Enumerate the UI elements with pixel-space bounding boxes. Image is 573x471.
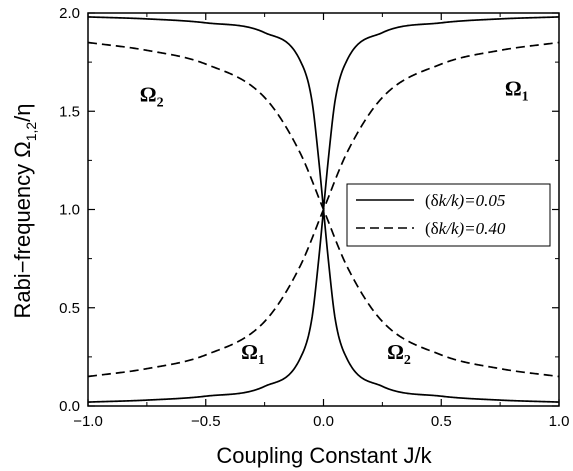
legend: (δk/k)=0.05 (δk/k)=0.40	[346, 183, 551, 247]
omega-annotation: Ω1	[505, 77, 529, 105]
annotation-layer: Ω2 Ω1 Ω1 Ω2	[140, 77, 529, 368]
y-axis-label: Rabi−frequency Ω1,2/η	[10, 103, 39, 318]
legend-box	[346, 183, 551, 247]
omega-annotation: Ω1	[241, 340, 265, 368]
y-tick-label: 0.0	[59, 398, 80, 415]
series-layer	[87, 16, 560, 403]
ticks-layer: −1.0 −0.5 0.0 0.5 1.0 0.0 0.5 1.0 1.5 2.0	[59, 5, 569, 430]
x-tick-label: −0.5	[191, 413, 221, 430]
y-tick-label: 1.0	[59, 202, 80, 219]
legend-entry-solid: (δk/k)=0.05	[425, 191, 505, 210]
x-axis-label: Coupling Constant J/k	[216, 443, 432, 468]
x-tick-label: −1.0	[73, 413, 103, 430]
x-tick-label: 1.0	[549, 413, 570, 430]
y-tick-label: 1.5	[59, 103, 80, 120]
y-tick-label: 2.0	[59, 5, 80, 22]
omega-annotation: Ω2	[140, 82, 164, 110]
series-line-3	[87, 41, 560, 378]
x-tick-label: 0.0	[313, 413, 334, 430]
omega-annotation: Ω2	[387, 340, 411, 368]
x-tick-label: 0.5	[431, 413, 452, 430]
legend-entry-dashed: (δk/k)=0.40	[425, 219, 506, 238]
y-tick-label: 0.5	[59, 300, 80, 317]
